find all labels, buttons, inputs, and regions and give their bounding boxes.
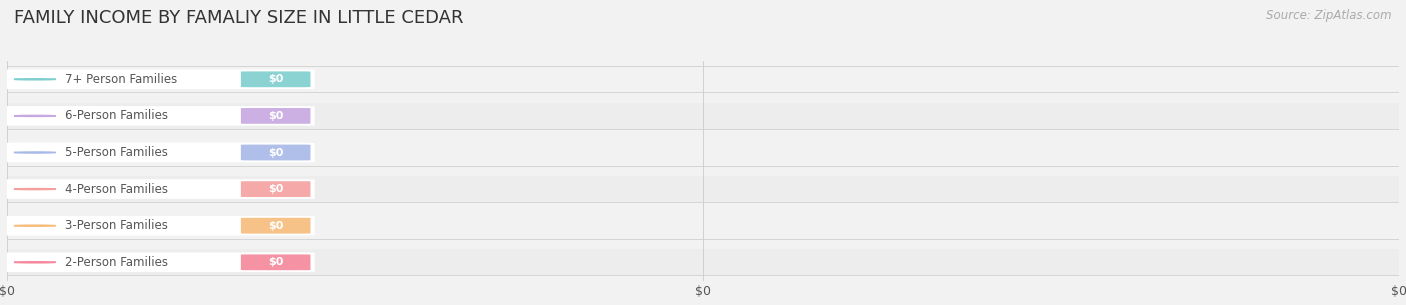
Text: 5-Person Families: 5-Person Families xyxy=(66,146,169,159)
Text: 2-Person Families: 2-Person Families xyxy=(66,256,169,269)
FancyBboxPatch shape xyxy=(7,103,1399,129)
FancyBboxPatch shape xyxy=(7,213,1399,239)
Text: $0: $0 xyxy=(269,184,284,194)
Text: $0: $0 xyxy=(269,257,284,267)
Text: $0: $0 xyxy=(269,221,284,231)
Text: $0: $0 xyxy=(269,111,284,121)
FancyBboxPatch shape xyxy=(0,253,315,272)
FancyBboxPatch shape xyxy=(7,66,1399,92)
FancyBboxPatch shape xyxy=(7,139,1399,166)
Text: 4-Person Families: 4-Person Families xyxy=(66,183,169,196)
FancyBboxPatch shape xyxy=(0,70,315,89)
Text: $0: $0 xyxy=(269,74,284,84)
FancyBboxPatch shape xyxy=(240,181,311,197)
FancyBboxPatch shape xyxy=(240,218,311,234)
FancyBboxPatch shape xyxy=(7,249,1399,275)
FancyBboxPatch shape xyxy=(0,106,315,126)
FancyBboxPatch shape xyxy=(0,179,315,199)
FancyBboxPatch shape xyxy=(7,176,1399,202)
Circle shape xyxy=(14,152,56,153)
FancyBboxPatch shape xyxy=(0,143,315,162)
Circle shape xyxy=(14,225,56,226)
FancyBboxPatch shape xyxy=(240,254,311,270)
FancyBboxPatch shape xyxy=(240,71,311,87)
Circle shape xyxy=(14,115,56,117)
Text: 3-Person Families: 3-Person Families xyxy=(66,219,169,232)
FancyBboxPatch shape xyxy=(0,216,315,235)
Text: Source: ZipAtlas.com: Source: ZipAtlas.com xyxy=(1267,9,1392,22)
FancyBboxPatch shape xyxy=(240,145,311,160)
Circle shape xyxy=(14,188,56,190)
Text: FAMILY INCOME BY FAMALIY SIZE IN LITTLE CEDAR: FAMILY INCOME BY FAMALIY SIZE IN LITTLE … xyxy=(14,9,464,27)
Circle shape xyxy=(14,262,56,263)
Text: $0: $0 xyxy=(269,148,284,157)
Text: 6-Person Families: 6-Person Families xyxy=(66,109,169,122)
FancyBboxPatch shape xyxy=(240,108,311,124)
Circle shape xyxy=(14,79,56,80)
Text: 7+ Person Families: 7+ Person Families xyxy=(66,73,177,86)
